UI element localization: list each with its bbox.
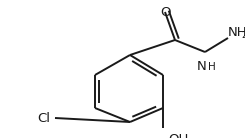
- Text: Cl: Cl: [37, 112, 50, 125]
- Text: OH: OH: [168, 133, 188, 138]
- Text: 2: 2: [241, 31, 245, 40]
- Text: H: H: [208, 62, 216, 72]
- Text: N: N: [197, 60, 207, 73]
- Text: O: O: [160, 6, 170, 19]
- Text: NH: NH: [228, 26, 245, 39]
